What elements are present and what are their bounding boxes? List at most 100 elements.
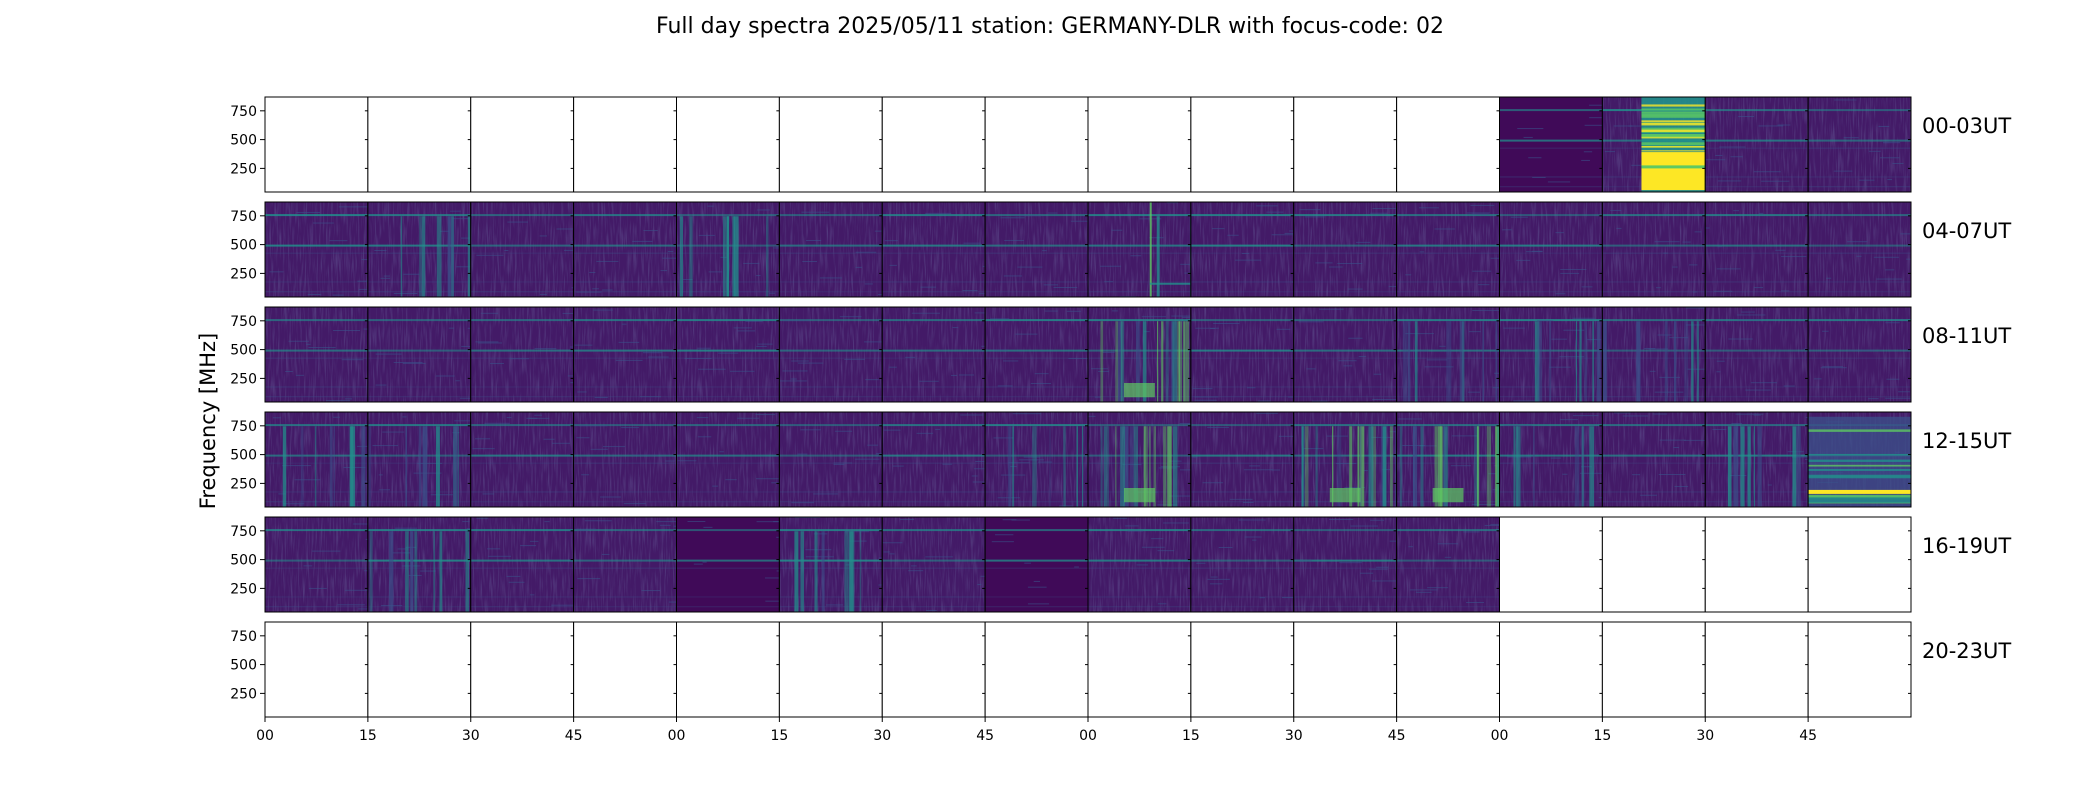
spectrum-panel (1807, 516, 1912, 613)
spectrum-panel (881, 96, 986, 193)
empty-panel (265, 622, 368, 717)
spectrum-panel (1190, 201, 1295, 298)
spectrum-panel (470, 96, 575, 193)
y-tick-label: 500 (230, 553, 257, 569)
spectrum-panel (470, 306, 575, 403)
spectrum-panel (1807, 96, 1912, 193)
spectrum-panel (1190, 411, 1295, 508)
spectrum-panel (573, 306, 677, 403)
spectrum-panel (367, 96, 472, 193)
spectra-row: 250 500 750 08-11UT (230, 306, 2011, 403)
empty-panel (1293, 622, 1397, 717)
spectrum-panel (778, 516, 883, 613)
spectrum-panel (1293, 306, 1398, 403)
empty-panel (882, 97, 986, 192)
spectrum-panel (1807, 411, 1912, 508)
panel-border (1807, 516, 1912, 613)
spectrum-panel (1293, 201, 1398, 298)
spectrum-panel (1601, 516, 1706, 613)
spectrum-panel (367, 411, 472, 508)
empty-panel (470, 97, 574, 192)
spectrum-panel (1293, 516, 1398, 613)
empty-panel (470, 622, 574, 717)
spectrum-panel (778, 411, 883, 508)
spectrum-panel (264, 306, 369, 403)
y-tick-label: 500 (230, 448, 257, 464)
y-tick-label: 500 (230, 343, 257, 359)
empty-panel (1088, 97, 1191, 192)
spectrum-panel (1704, 516, 1809, 613)
spectrum-panel (1190, 306, 1295, 403)
spectrum-panel (367, 306, 472, 403)
y-tick-label: 750 (230, 629, 257, 645)
x-tick-label: 00 (1079, 728, 1097, 744)
spectrum-panel (1601, 621, 1706, 718)
spectrum-panel (264, 201, 369, 298)
spectrum-panel (1396, 516, 1500, 613)
empty-panel (1396, 97, 1500, 192)
spectrum-panel (1087, 516, 1192, 613)
spectrum-panel (984, 201, 1089, 298)
empty-panel (367, 97, 471, 192)
spectrum-panel (1807, 306, 1912, 403)
y-tick-label: 500 (230, 238, 257, 254)
panel-border (1807, 306, 1912, 403)
y-tick-label: 750 (230, 419, 257, 435)
x-tick-label: 45 (976, 728, 994, 744)
row-label: 12-15UT (1922, 429, 2011, 453)
empty-panel (1088, 622, 1191, 717)
y-axis-label: Frequency [MHz] (196, 333, 220, 509)
spectrum-panel (573, 201, 677, 298)
spectrum-panel (1704, 96, 1809, 193)
spectrum-panel (1087, 96, 1192, 193)
empty-panel (882, 622, 986, 717)
spectrum-panel (1601, 411, 1706, 508)
x-tick-label: 45 (565, 728, 583, 744)
y-tick-label: 250 (230, 476, 257, 492)
row-label: 08-11UT (1922, 324, 2011, 348)
y-tick-label: 750 (230, 209, 257, 225)
spectrum-panel (1601, 201, 1706, 298)
row-label: 16-19UT (1922, 534, 2011, 558)
x-tick-label: 15 (359, 728, 377, 744)
spectrum-panel (1087, 411, 1192, 508)
empty-panel (779, 622, 883, 717)
spectrum-panel (1704, 411, 1809, 508)
spectrum-panel (1499, 201, 1603, 298)
spectrum-panel (573, 411, 677, 508)
chart-title: Full day spectra 2025/05/11 station: GER… (656, 14, 1444, 39)
spectrum-panel (778, 96, 883, 193)
spectrum-panel (676, 96, 780, 193)
spectrum-panel (367, 201, 472, 298)
spectrum-panel (881, 201, 986, 298)
row-label: 00-03UT (1922, 114, 2011, 138)
panel-border (1807, 96, 1912, 193)
spectrum-panel (1293, 411, 1398, 508)
empty-panel (676, 622, 780, 717)
spectrum-panel (1499, 621, 1603, 718)
y-tick-label: 750 (230, 314, 257, 330)
spectrum-panel (470, 516, 575, 613)
panel-background (985, 517, 1088, 612)
spectrum-panel (881, 411, 986, 508)
empty-panel (676, 97, 780, 192)
empty-panel (1190, 97, 1294, 192)
empty-panel (985, 622, 1088, 717)
spectrum-panel (676, 411, 780, 508)
spectrum-panel (1704, 306, 1809, 403)
row-label: 04-07UT (1922, 219, 2011, 243)
x-tick-label: 30 (462, 728, 480, 744)
spectrum-panel (676, 201, 780, 298)
spectrum-panel (1396, 306, 1500, 403)
y-tick-label: 750 (230, 524, 257, 540)
panel-background (676, 517, 780, 612)
empty-panel (1396, 622, 1500, 717)
empty-panel (265, 97, 368, 192)
empty-panel (985, 97, 1088, 192)
spectrum-panel (881, 516, 986, 613)
spectra-rows: 250 500 750 00-03UT 250 500 750 04-07UT 250 500 75… (230, 96, 2011, 718)
spectrum-panel (573, 516, 677, 613)
spectrum-panel (1499, 96, 1603, 193)
panel-border (1807, 201, 1912, 298)
spectra-row: 250 500 750 00-03UT (230, 96, 2011, 193)
